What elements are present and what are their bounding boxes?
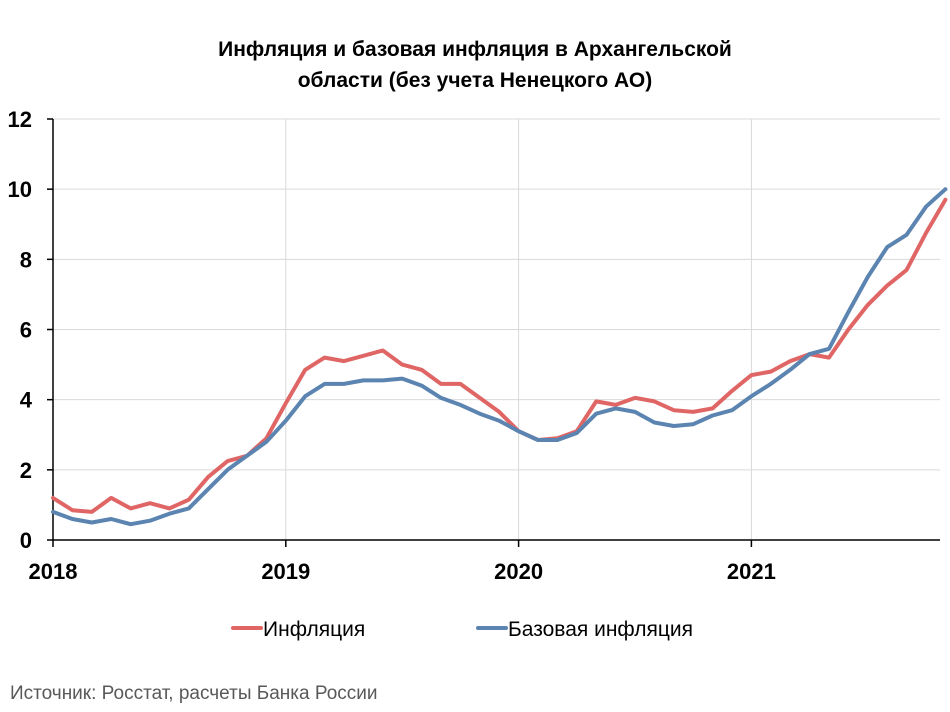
y-tick-labels: 0 2 4 6 8 10 12 — [8, 107, 33, 553]
y-tick-label-5: 10 — [8, 177, 32, 202]
source-note: Источник: Росстат, расчеты Банка России — [10, 683, 378, 704]
chart-title-line-2: области (без учета Ненецкого АО) — [297, 69, 653, 92]
y-tick-label-4: 8 — [20, 247, 32, 272]
y-tick-label-2: 4 — [20, 388, 33, 413]
legend-label-1: Базовая инфляция — [508, 618, 693, 641]
series-line-0 — [51, 197, 948, 514]
grid — [53, 118, 940, 540]
x-tick-labels: 2018 2019 2020 2021 — [29, 559, 776, 584]
chart-title: Инфляция и базовая инфляция в Архангельс… — [0, 34, 950, 96]
y-tick-label-6: 12 — [8, 107, 32, 132]
x-tick-label-0: 2018 — [29, 559, 78, 584]
x-tick-label-1: 2019 — [261, 559, 310, 584]
x-tick-label-2: 2020 — [494, 559, 543, 584]
axes — [47, 118, 940, 547]
y-tick-label-1: 2 — [20, 458, 32, 483]
chart-title-line-1: Инфляция и базовая инфляция в Архангельс… — [218, 38, 732, 61]
legend: Инфляция Базовая инфляция — [231, 618, 693, 641]
series-lines — [51, 187, 948, 527]
y-tick-label-3: 6 — [20, 318, 32, 343]
series-line-1 — [51, 187, 948, 527]
legend-label-0: Инфляция — [263, 618, 365, 641]
y-tick-label-0: 0 — [20, 528, 32, 553]
x-tick-label-3: 2021 — [727, 559, 776, 584]
